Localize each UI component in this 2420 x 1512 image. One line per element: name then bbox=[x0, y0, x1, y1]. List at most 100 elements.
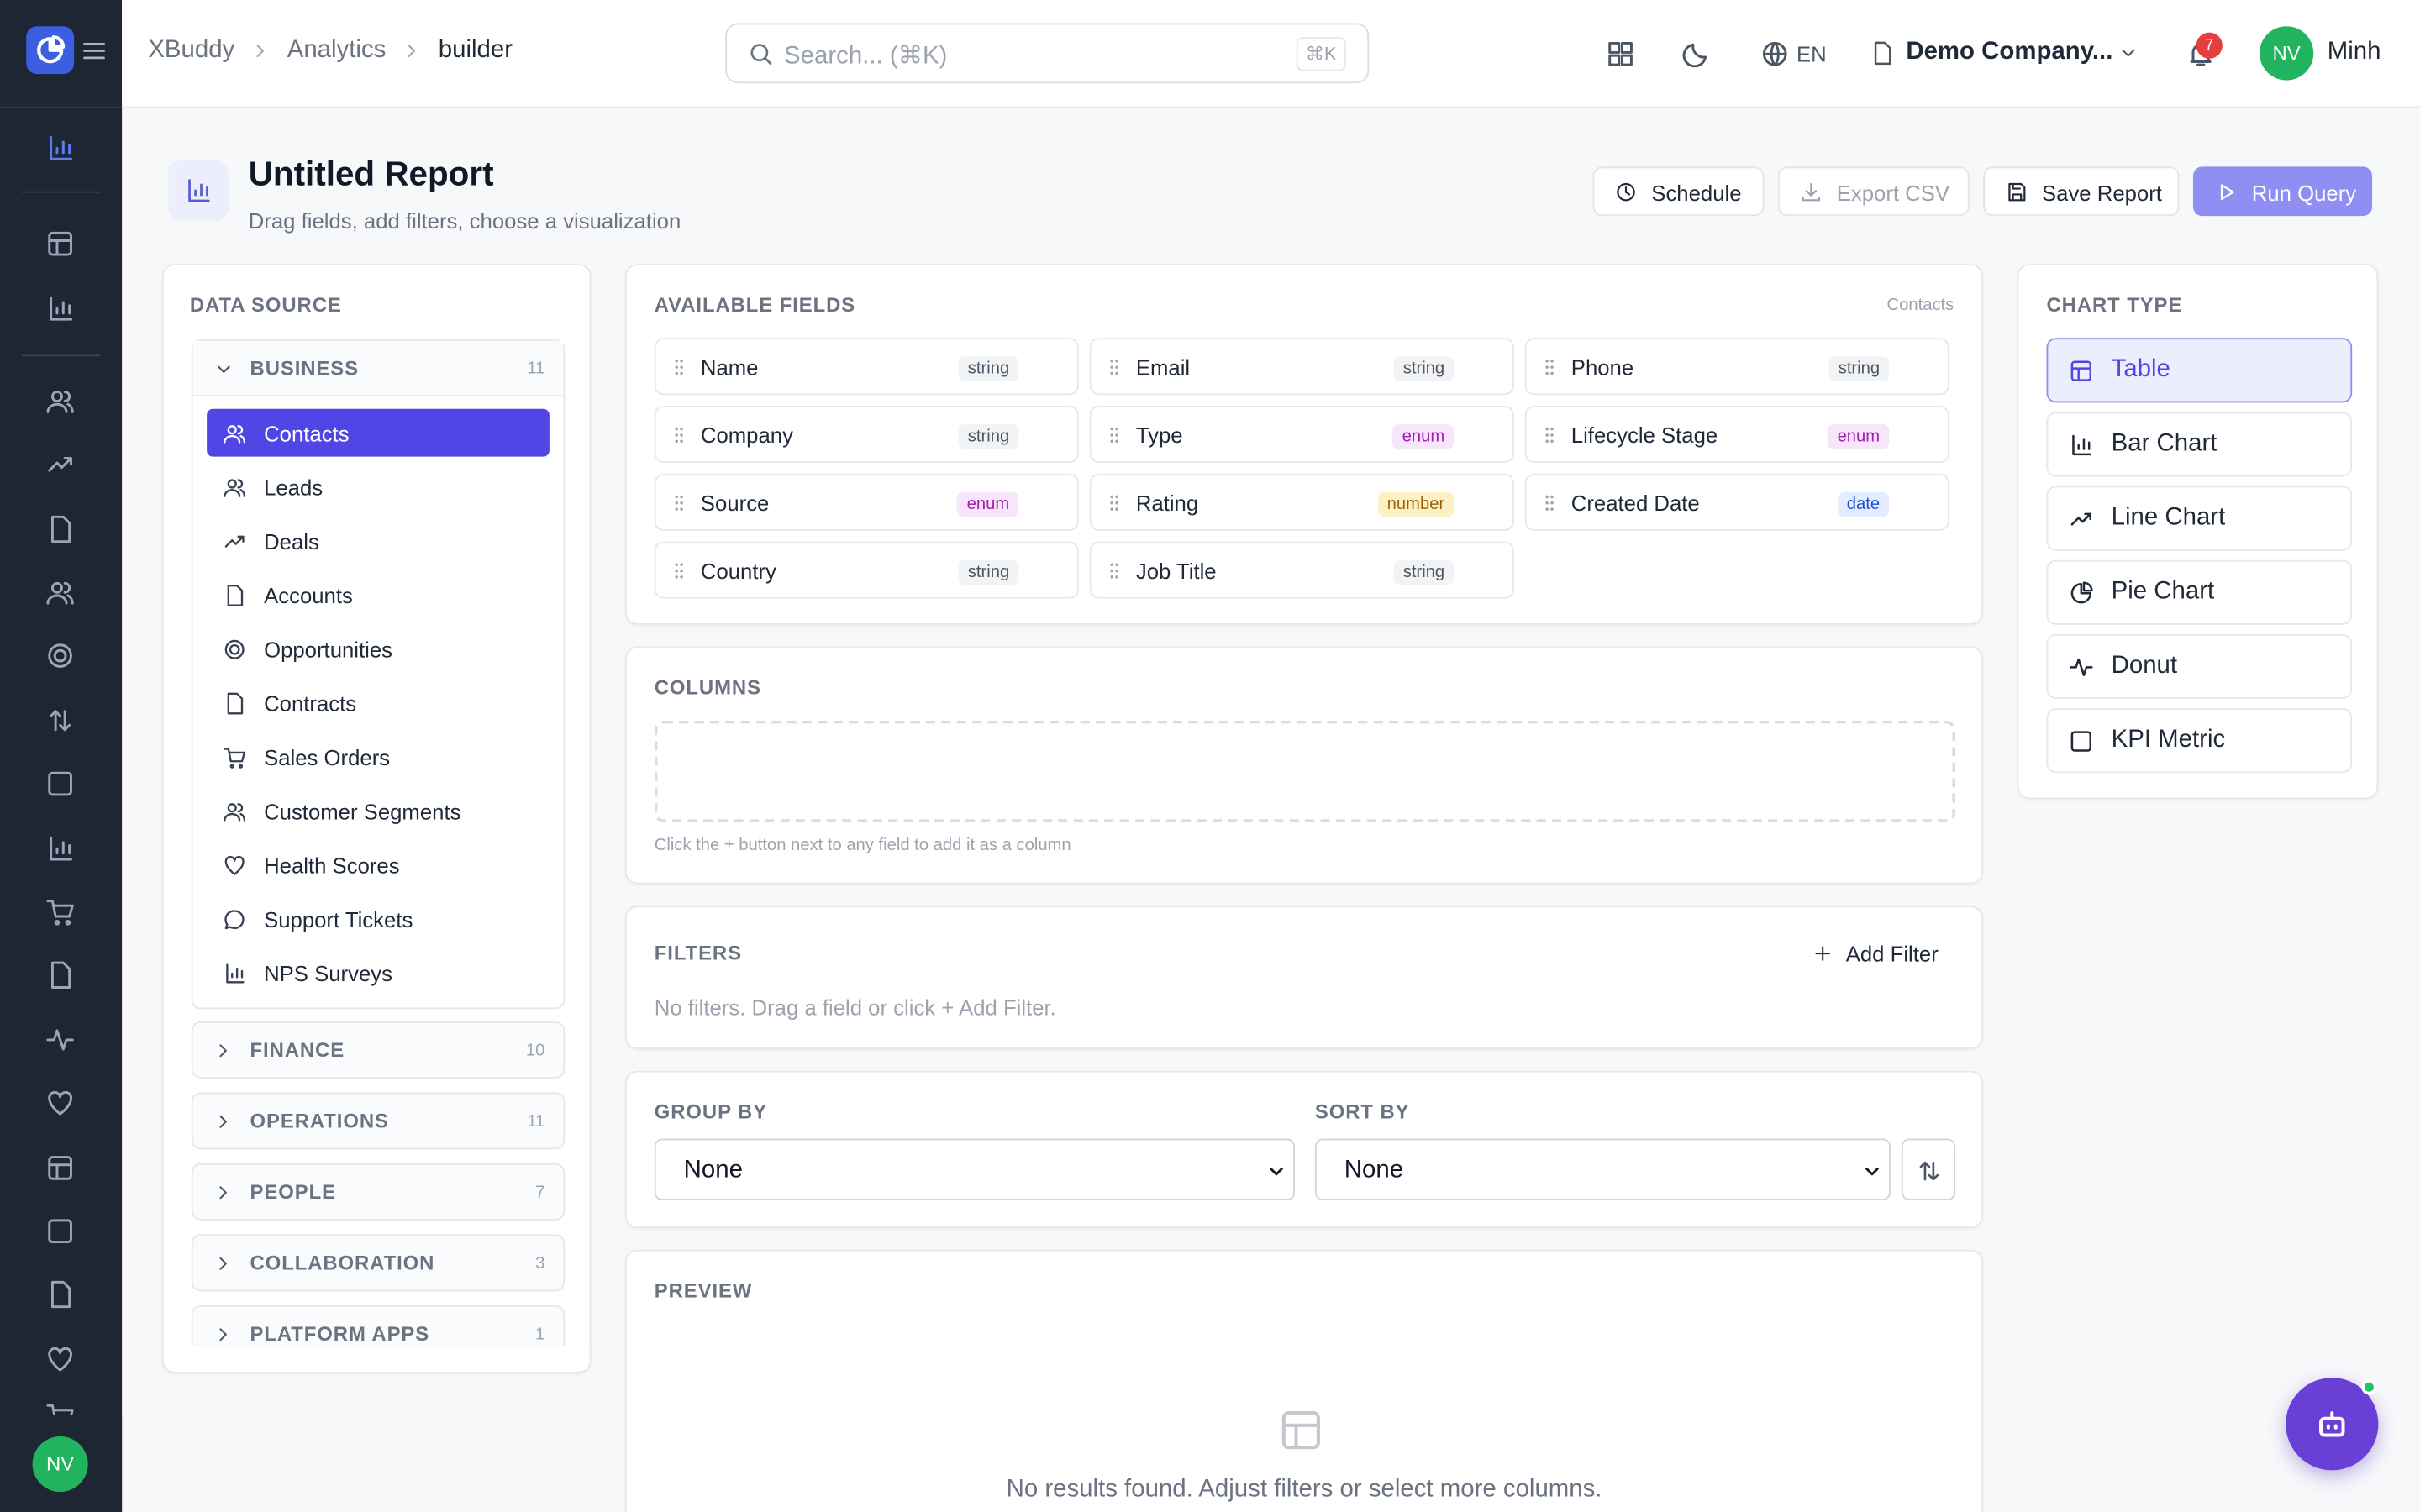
chart-type-option[interactable]: Pie Chart bbox=[2046, 559, 2353, 625]
field-name: Company bbox=[700, 423, 793, 448]
icon bbox=[213, 358, 234, 380]
field-chip[interactable]: Company string bbox=[654, 406, 1079, 464]
icon bbox=[45, 133, 76, 164]
add-filter-button[interactable]: Add Filter bbox=[1812, 935, 1954, 972]
icon bbox=[1681, 39, 1712, 70]
user-avatar[interactable]: NV bbox=[2259, 26, 2314, 81]
button-label: Schedule bbox=[1651, 180, 1742, 206]
entity-item[interactable]: Deals bbox=[207, 517, 550, 564]
chart-type-option[interactable]: Donut bbox=[2046, 633, 2353, 700]
icon bbox=[1614, 181, 1638, 204]
entity-item[interactable]: Contacts bbox=[207, 408, 550, 457]
field-chip[interactable]: Source enum bbox=[654, 473, 1079, 531]
icon bbox=[2005, 181, 2028, 204]
action-button[interactable]: Save Report bbox=[1983, 166, 2180, 217]
icon bbox=[45, 959, 76, 990]
icon bbox=[2068, 728, 2094, 754]
fade bbox=[163, 1345, 590, 1372]
action-button[interactable]: Export CSV bbox=[1777, 166, 1970, 217]
group-count: 10 bbox=[525, 1041, 545, 1060]
notification-badge: 7 bbox=[2196, 32, 2223, 59]
group-sort-panel: GROUP BY None SORT BY None bbox=[624, 1070, 1984, 1229]
field-chip[interactable]: Lifecycle Stage enum bbox=[1524, 406, 1949, 464]
entity-name: Contacts bbox=[1886, 296, 1954, 315]
chart-type-option[interactable]: Table bbox=[2046, 338, 2353, 403]
field-chip[interactable]: Phone string bbox=[1524, 338, 1949, 396]
breadcrumb-item[interactable]: XBuddy bbox=[148, 37, 235, 64]
entity-item[interactable]: NPS Surveys bbox=[207, 949, 550, 997]
entity-item[interactable]: Opportunities bbox=[207, 625, 550, 673]
assistant-button[interactable] bbox=[2286, 1378, 2379, 1471]
option-label: Table bbox=[2111, 356, 2170, 383]
chart-type-option[interactable]: KPI Metric bbox=[2046, 708, 2353, 774]
group-header[interactable]: OPERATIONS 11 bbox=[191, 1092, 566, 1150]
icon bbox=[1102, 423, 1126, 447]
icon bbox=[1915, 1158, 1943, 1185]
entity-item[interactable]: Sales Orders bbox=[207, 732, 550, 780]
field-type: date bbox=[1837, 491, 1890, 517]
group-header[interactable]: FINANCE 10 bbox=[191, 1021, 566, 1079]
entity-label: Support Tickets bbox=[264, 906, 413, 932]
field-chip[interactable]: Type enum bbox=[1089, 406, 1514, 464]
icon bbox=[402, 40, 424, 62]
entity-item[interactable]: Customer Segments bbox=[207, 787, 550, 835]
filters-panel: FILTERS Add Filter No filters. Drag a fiel… bbox=[624, 906, 1984, 1049]
icon bbox=[1861, 1160, 1883, 1182]
breadcrumb-item[interactable]: Analytics bbox=[287, 37, 387, 64]
entity-item[interactable]: Contracts bbox=[207, 679, 550, 727]
icon bbox=[1760, 39, 1791, 70]
field-chip[interactable]: Country string bbox=[654, 541, 1079, 599]
field-type: enum bbox=[1392, 424, 1455, 449]
group-header[interactable]: COLLABORATION 3 bbox=[191, 1234, 566, 1292]
icon bbox=[222, 475, 246, 500]
company-selector[interactable]: Demo Company... bbox=[1906, 38, 2113, 66]
icon bbox=[1800, 181, 1823, 204]
language[interactable]: EN bbox=[1796, 41, 1827, 66]
entity-label: Opportunities bbox=[264, 637, 393, 662]
entity-item[interactable]: Leads bbox=[207, 463, 550, 511]
group-header[interactable]: BUSINESS 11 bbox=[192, 340, 564, 397]
group: BUSINESS 11 Contacts Leads Deals Accounts Oppo… bbox=[191, 339, 566, 1010]
icon bbox=[2068, 654, 2094, 680]
field-chip[interactable]: Rating number bbox=[1089, 473, 1514, 531]
group-header[interactable]: PEOPLE 7 bbox=[191, 1163, 566, 1221]
entity-item[interactable]: Support Tickets bbox=[207, 895, 550, 942]
field-chip[interactable]: Email string bbox=[1089, 338, 1514, 396]
search-box[interactable]: Search... (⌘K) ⌘K bbox=[725, 23, 1370, 84]
icon bbox=[2068, 358, 2094, 384]
icon bbox=[2068, 580, 2094, 606]
panel-title: DATA SOURCE bbox=[189, 292, 342, 317]
entity-item[interactable]: Accounts bbox=[207, 571, 550, 619]
icon bbox=[1869, 40, 1895, 66]
icon bbox=[45, 705, 76, 736]
field-name: Rating bbox=[1135, 491, 1199, 516]
sidebar-avatar: NV bbox=[32, 1436, 88, 1493]
field-chip[interactable]: Created Date date bbox=[1524, 473, 1949, 531]
entity-label: Customer Segments bbox=[264, 799, 461, 824]
option-label: KPI Metric bbox=[2111, 727, 2226, 753]
icon bbox=[2068, 432, 2094, 458]
action-button[interactable]: Run Query bbox=[2192, 166, 2373, 217]
icon bbox=[1102, 491, 1126, 515]
icon bbox=[222, 691, 246, 716]
icon bbox=[666, 559, 691, 583]
chart-type-option[interactable]: Bar Chart bbox=[2046, 412, 2353, 477]
icon bbox=[1812, 942, 1833, 964]
select[interactable]: None bbox=[1314, 1138, 1891, 1200]
entity-item[interactable]: Health Scores bbox=[207, 841, 550, 889]
icon bbox=[45, 1344, 76, 1375]
icon bbox=[2215, 181, 2238, 204]
field-chip[interactable]: Name string bbox=[654, 338, 1079, 396]
button-label: Export CSV bbox=[1836, 180, 1950, 206]
chart-type-option[interactable]: Line Chart bbox=[2046, 486, 2353, 551]
icon bbox=[222, 745, 246, 769]
icon bbox=[45, 640, 76, 671]
action-button[interactable]: Schedule bbox=[1592, 166, 1765, 217]
topbar: XBuddy Analytics builder Search... (⌘K) ⌘K EN… bbox=[122, 0, 2420, 108]
field-chip[interactable]: Job Title string bbox=[1089, 541, 1514, 599]
search-placeholder: Search... (⌘K) bbox=[784, 43, 948, 70]
sort-direction-button[interactable] bbox=[1901, 1138, 1956, 1200]
select[interactable]: None bbox=[654, 1138, 1296, 1200]
breadcrumb-item[interactable]: builder bbox=[438, 37, 513, 64]
icon bbox=[45, 1279, 76, 1310]
